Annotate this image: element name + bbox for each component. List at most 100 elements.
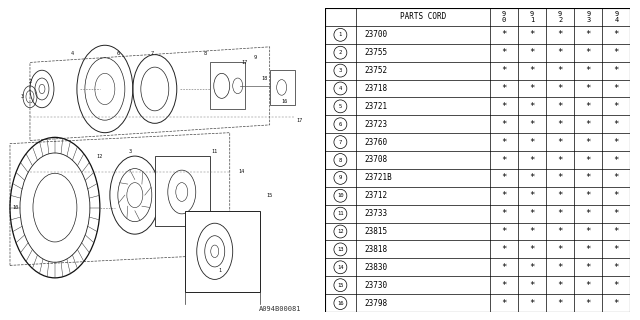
Text: *: * <box>529 281 535 290</box>
Text: *: * <box>586 66 591 75</box>
Text: *: * <box>614 66 619 75</box>
Text: 23708: 23708 <box>365 156 388 164</box>
Text: *: * <box>614 173 619 182</box>
Text: *: * <box>614 227 619 236</box>
Text: 11: 11 <box>337 211 344 216</box>
Text: *: * <box>557 191 563 200</box>
Text: *: * <box>586 245 591 254</box>
Text: 9
1: 9 1 <box>530 11 534 23</box>
Text: *: * <box>501 263 507 272</box>
Text: 9: 9 <box>339 175 342 180</box>
Text: 2: 2 <box>339 50 342 55</box>
Text: *: * <box>501 84 507 93</box>
Text: 23723: 23723 <box>365 120 388 129</box>
Text: 23830: 23830 <box>365 263 388 272</box>
Text: *: * <box>614 191 619 200</box>
Text: *: * <box>614 84 619 93</box>
Text: *: * <box>557 120 563 129</box>
Text: *: * <box>529 84 535 93</box>
Text: *: * <box>586 191 591 200</box>
Text: *: * <box>557 299 563 308</box>
Text: 15: 15 <box>337 283 344 288</box>
Text: *: * <box>614 263 619 272</box>
Text: 23700: 23700 <box>365 30 388 39</box>
Text: *: * <box>557 281 563 290</box>
Text: 9
3: 9 3 <box>586 11 590 23</box>
Text: *: * <box>614 299 619 308</box>
Text: 23815: 23815 <box>365 227 388 236</box>
Text: *: * <box>586 263 591 272</box>
Text: *: * <box>529 30 535 39</box>
Text: *: * <box>614 48 619 57</box>
Text: *: * <box>501 173 507 182</box>
Text: *: * <box>557 227 563 236</box>
Text: 12: 12 <box>337 229 344 234</box>
Text: *: * <box>529 173 535 182</box>
Text: 16: 16 <box>282 99 288 104</box>
Text: *: * <box>557 173 563 182</box>
Text: *: * <box>586 173 591 182</box>
Text: 5: 5 <box>339 104 342 109</box>
Text: 1: 1 <box>339 32 342 37</box>
Text: *: * <box>501 245 507 254</box>
Text: 4: 4 <box>339 86 342 91</box>
Text: 3: 3 <box>20 94 24 99</box>
Text: 17: 17 <box>296 118 303 123</box>
Text: *: * <box>557 30 563 39</box>
Text: *: * <box>557 102 563 111</box>
Text: *: * <box>529 209 535 218</box>
Text: *: * <box>586 156 591 164</box>
Text: 9
0: 9 0 <box>502 11 506 23</box>
Text: *: * <box>586 227 591 236</box>
Text: *: * <box>614 30 619 39</box>
Text: *: * <box>586 138 591 147</box>
Text: *: * <box>586 102 591 111</box>
Text: 13: 13 <box>337 247 344 252</box>
Text: 8: 8 <box>339 157 342 163</box>
Text: *: * <box>529 191 535 200</box>
Text: A094B00081: A094B00081 <box>259 306 301 312</box>
Text: 23752: 23752 <box>365 66 388 75</box>
Text: 17: 17 <box>241 60 248 65</box>
Text: *: * <box>529 48 535 57</box>
Text: 23721B: 23721B <box>365 173 392 182</box>
Text: 9
4: 9 4 <box>614 11 618 23</box>
Text: *: * <box>557 263 563 272</box>
Text: *: * <box>614 156 619 164</box>
Text: *: * <box>501 138 507 147</box>
Text: 11: 11 <box>212 149 218 154</box>
Text: *: * <box>586 120 591 129</box>
Text: 7: 7 <box>150 51 154 56</box>
Text: *: * <box>586 48 591 57</box>
Text: 9
2: 9 2 <box>558 11 563 23</box>
Bar <box>155 156 210 226</box>
Text: 3: 3 <box>339 68 342 73</box>
Text: *: * <box>614 245 619 254</box>
Text: *: * <box>586 84 591 93</box>
Text: 7: 7 <box>339 140 342 145</box>
Text: *: * <box>501 299 507 308</box>
Text: 18: 18 <box>262 76 268 81</box>
Text: 23712: 23712 <box>365 191 388 200</box>
Text: *: * <box>529 245 535 254</box>
Bar <box>185 211 260 292</box>
Text: *: * <box>614 281 619 290</box>
Text: 8: 8 <box>203 51 206 56</box>
Text: *: * <box>501 227 507 236</box>
Text: 14: 14 <box>337 265 344 270</box>
Text: 23798: 23798 <box>365 299 388 308</box>
Text: PARTS CORD: PARTS CORD <box>400 12 446 21</box>
Text: 23721: 23721 <box>365 102 388 111</box>
Text: 4: 4 <box>70 51 74 56</box>
Text: *: * <box>501 156 507 164</box>
Text: *: * <box>529 66 535 75</box>
Text: *: * <box>529 263 535 272</box>
Text: *: * <box>614 102 619 111</box>
Text: *: * <box>501 281 507 290</box>
Text: *: * <box>501 191 507 200</box>
Text: 23760: 23760 <box>365 138 388 147</box>
Text: 23733: 23733 <box>365 209 388 218</box>
Bar <box>210 62 244 109</box>
Text: *: * <box>529 120 535 129</box>
Text: *: * <box>614 209 619 218</box>
